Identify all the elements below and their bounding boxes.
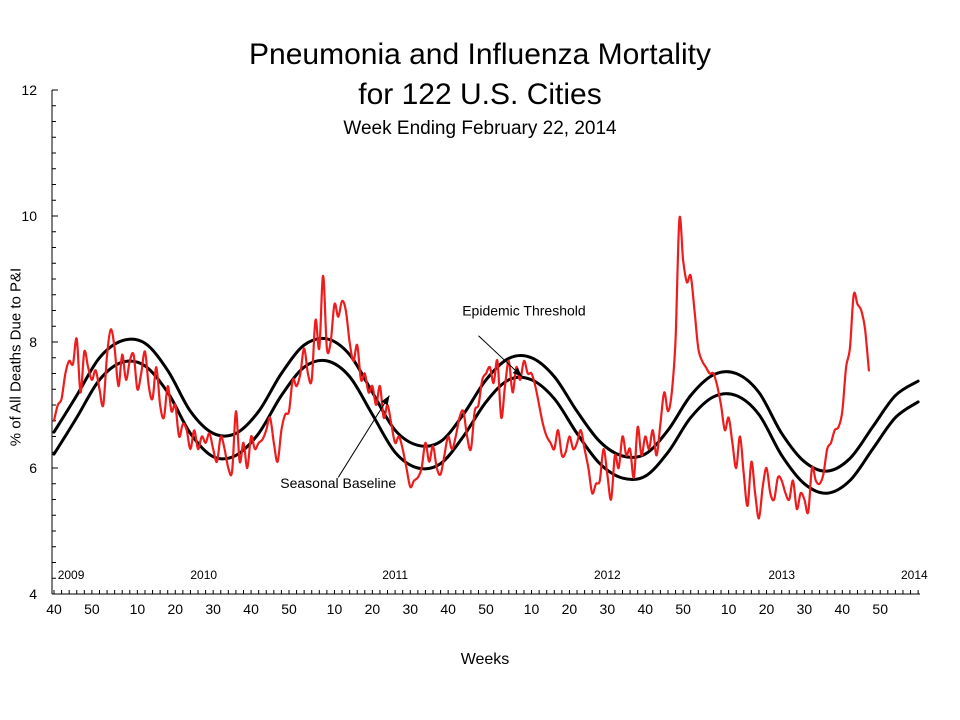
x-tick-label: 40: [835, 601, 851, 617]
epidemic-threshold-arrowhead: [512, 367, 523, 377]
x-tick-label: 30: [797, 601, 813, 617]
year-label: 2010: [190, 568, 217, 582]
x-tick-label: 40: [243, 601, 259, 617]
y-tick-label: 4: [29, 586, 37, 602]
chart-title-line2: for 122 U.S. Cities: [358, 78, 602, 111]
epidemic-threshold-annotation: Epidemic Threshold: [462, 303, 585, 319]
seasonal-baseline-annotation: Seasonal Baseline: [280, 475, 396, 491]
seasonal-baseline-arrow: [337, 395, 390, 478]
chart-title-line1: Pneumonia and Influenza Mortality: [249, 38, 711, 71]
x-tick-label: 50: [281, 601, 297, 617]
y-tick-label: 12: [21, 82, 37, 98]
x-tick-label: 30: [205, 601, 221, 617]
x-tick-label: 40: [440, 601, 456, 617]
x-tick-label: 30: [600, 601, 616, 617]
x-tick-label: 50: [872, 601, 888, 617]
x-tick-label: 10: [524, 601, 540, 617]
pi-mortality-line: [52, 215, 870, 520]
x-tick-label: 20: [759, 601, 775, 617]
year-label: 2012: [594, 568, 621, 582]
epidemic-threshold-line: [52, 336, 920, 473]
x-tick-label: 40: [637, 601, 653, 617]
epidemic-threshold-arrow: [478, 335, 523, 378]
x-axis-label: Weeks: [460, 651, 510, 668]
y-tick-label: 8: [29, 334, 37, 350]
x-tick-label: 50: [675, 601, 691, 617]
y-tick-label: 10: [21, 208, 37, 224]
x-tick-label: 20: [167, 601, 183, 617]
year-label: 2011: [382, 568, 408, 582]
y-tick-label: 6: [29, 460, 37, 476]
x-tick-label: 20: [365, 601, 381, 617]
year-label: 2009: [58, 568, 85, 582]
x-tick-label: 20: [562, 601, 578, 617]
x-tick-label: 50: [84, 601, 100, 617]
x-tick-label: 40: [46, 601, 62, 617]
x-tick-label: 30: [402, 601, 418, 617]
x-tick-label: 10: [721, 601, 737, 617]
x-tick-label: 50: [478, 601, 494, 617]
chart-subtitle: Week Ending February 22, 2014: [343, 118, 617, 139]
year-label: 2014: [901, 568, 928, 582]
x-tick-label: 10: [327, 601, 343, 617]
year-label: 2013: [768, 568, 795, 582]
x-tick-label: 10: [130, 601, 146, 617]
y-axis-label: % of All Deaths Due to P&I: [7, 267, 25, 447]
seasonal-baseline-arrowhead: [381, 395, 390, 406]
